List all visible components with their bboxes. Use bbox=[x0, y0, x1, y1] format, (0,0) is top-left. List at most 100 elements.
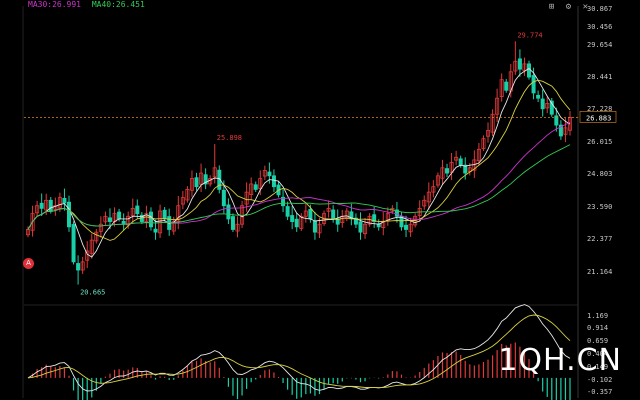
candle bbox=[290, 215, 295, 222]
candle bbox=[180, 197, 185, 205]
candle bbox=[153, 228, 158, 233]
candle bbox=[244, 191, 249, 205]
candle bbox=[249, 183, 254, 195]
candle bbox=[212, 167, 217, 178]
macd-tick-label: 0.149 bbox=[587, 363, 608, 371]
candle bbox=[94, 231, 99, 242]
current-price-label: 26.883 bbox=[586, 114, 611, 122]
candle bbox=[476, 148, 481, 162]
candle bbox=[221, 189, 226, 207]
price-tick-label: 30.867 bbox=[587, 5, 612, 13]
candle bbox=[53, 205, 58, 210]
candle bbox=[531, 75, 536, 94]
candle bbox=[30, 213, 35, 231]
candle bbox=[103, 215, 108, 223]
candle bbox=[39, 202, 44, 209]
candle bbox=[176, 205, 181, 222]
candle bbox=[408, 223, 413, 233]
candle bbox=[230, 216, 235, 230]
candle bbox=[235, 223, 240, 232]
candle bbox=[217, 169, 222, 190]
candle bbox=[203, 174, 208, 185]
candle bbox=[162, 209, 167, 220]
candle bbox=[271, 175, 276, 188]
candle bbox=[189, 178, 194, 191]
ma-white-line bbox=[27, 68, 571, 258]
price-tick-label: 27.228 bbox=[587, 105, 612, 113]
candle bbox=[522, 63, 527, 72]
price-tick-label: 21.164 bbox=[587, 268, 612, 276]
candle bbox=[312, 220, 317, 233]
settings-icon[interactable]: ⚙ bbox=[565, 2, 572, 12]
macd-tick-label: 1.169 bbox=[587, 312, 608, 320]
ma30-label: MA30:26.991 bbox=[28, 0, 81, 9]
candle bbox=[44, 199, 49, 211]
candle bbox=[158, 210, 163, 234]
candle bbox=[554, 115, 559, 126]
candle bbox=[404, 224, 409, 230]
candle bbox=[71, 224, 76, 263]
candle bbox=[431, 186, 436, 193]
candle bbox=[185, 189, 190, 201]
macd-tick-label: 0.659 bbox=[587, 337, 608, 345]
candle bbox=[199, 172, 204, 185]
candle bbox=[549, 100, 554, 115]
candle bbox=[527, 63, 532, 78]
candle bbox=[76, 263, 81, 271]
watermark: 1QH.CN bbox=[498, 343, 622, 378]
candle bbox=[303, 210, 308, 217]
candle bbox=[399, 215, 404, 228]
candle bbox=[331, 209, 336, 220]
candle bbox=[513, 60, 518, 72]
candle bbox=[445, 168, 450, 174]
price-tick-label: 24.803 bbox=[587, 170, 612, 178]
candle bbox=[80, 261, 85, 271]
candle bbox=[426, 191, 431, 203]
candle bbox=[294, 218, 299, 228]
candle bbox=[308, 209, 313, 220]
candle bbox=[130, 207, 135, 216]
close-icon[interactable]: ✕ bbox=[582, 2, 588, 12]
candle bbox=[135, 205, 140, 215]
annotation-low: 20.665 bbox=[80, 289, 105, 297]
current-price-box bbox=[579, 111, 617, 123]
event-marker[interactable]: A bbox=[23, 258, 34, 269]
candle bbox=[495, 97, 500, 115]
price-tick-label: 29.654 bbox=[587, 41, 612, 49]
macd-dea-line bbox=[27, 314, 571, 389]
candle bbox=[258, 178, 263, 189]
candle bbox=[440, 167, 445, 179]
macd-tick-label: 0.404 bbox=[587, 350, 608, 358]
grid-icon[interactable]: ⊞ bbox=[548, 2, 555, 12]
candle bbox=[107, 217, 112, 222]
price-tick-label: 22.377 bbox=[587, 235, 612, 243]
candle bbox=[536, 94, 541, 99]
candle bbox=[481, 138, 486, 149]
candle bbox=[358, 221, 363, 233]
annotation-mid_high: 25.898 bbox=[217, 134, 242, 142]
candle bbox=[449, 162, 454, 173]
candle bbox=[326, 207, 331, 212]
macd-tick-label: 0.914 bbox=[587, 324, 608, 332]
candle bbox=[98, 223, 103, 232]
candle bbox=[490, 113, 495, 133]
macd-tick-label: -0.357 bbox=[587, 388, 612, 396]
candle bbox=[454, 156, 459, 161]
candle bbox=[57, 197, 62, 209]
candle bbox=[563, 127, 568, 135]
candle bbox=[148, 211, 153, 228]
candle bbox=[463, 164, 468, 174]
candle bbox=[48, 199, 53, 212]
candle bbox=[126, 215, 131, 226]
candle bbox=[517, 58, 522, 70]
ma40-line bbox=[27, 144, 571, 230]
annotation-high: 29.774 bbox=[517, 31, 542, 39]
candle bbox=[458, 158, 463, 166]
candle bbox=[117, 211, 122, 220]
candle bbox=[344, 210, 349, 220]
candle bbox=[171, 221, 176, 232]
candle bbox=[121, 220, 126, 225]
candle bbox=[299, 215, 304, 229]
candle bbox=[422, 199, 427, 207]
